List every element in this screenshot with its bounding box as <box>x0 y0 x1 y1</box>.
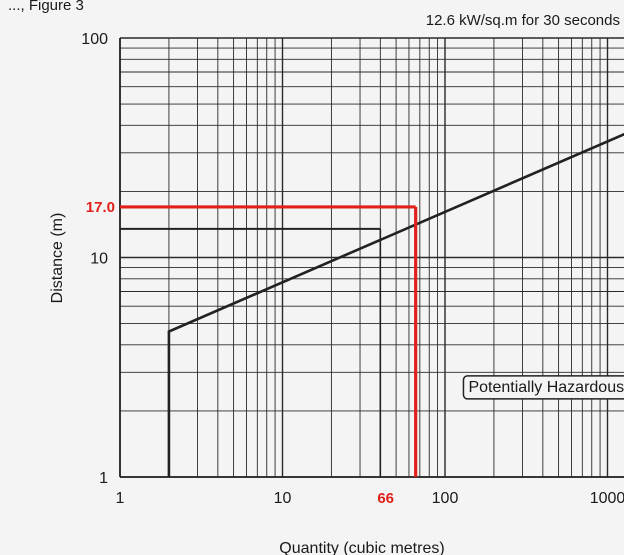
x-tick-label: 10 <box>274 490 292 507</box>
series-line <box>167 132 624 477</box>
highlight-lines <box>120 205 418 477</box>
chart-title: 12.6 kW/sq.m for 30 seconds <box>426 12 620 29</box>
y-tick-label: 10 <box>90 251 108 268</box>
x-tick-label: 1 <box>116 490 125 507</box>
x-tick-label: 100 <box>432 490 459 507</box>
y-tick-label: 1 <box>99 470 108 487</box>
annotation-box <box>462 375 624 400</box>
series-lines <box>167 132 624 477</box>
annotation-text: Potentially Hazardous <box>468 379 624 396</box>
highlight-y-label: 17.0 <box>86 199 115 216</box>
y-axis-label: Distance (m) <box>49 213 66 304</box>
plot-grid <box>119 37 624 478</box>
y-tick-label: 100 <box>81 31 108 48</box>
guide-lines <box>120 227 382 477</box>
x-axis-label: Quantity (cubic metres) <box>279 540 444 555</box>
highlight-x-label: 66 <box>377 490 394 507</box>
header-fragment: ..., Figure 3 <box>8 0 84 14</box>
x-tick-label: 1000 <box>590 490 624 507</box>
tick-labels: 1 10 100 1000 1 10 100 <box>81 31 624 507</box>
